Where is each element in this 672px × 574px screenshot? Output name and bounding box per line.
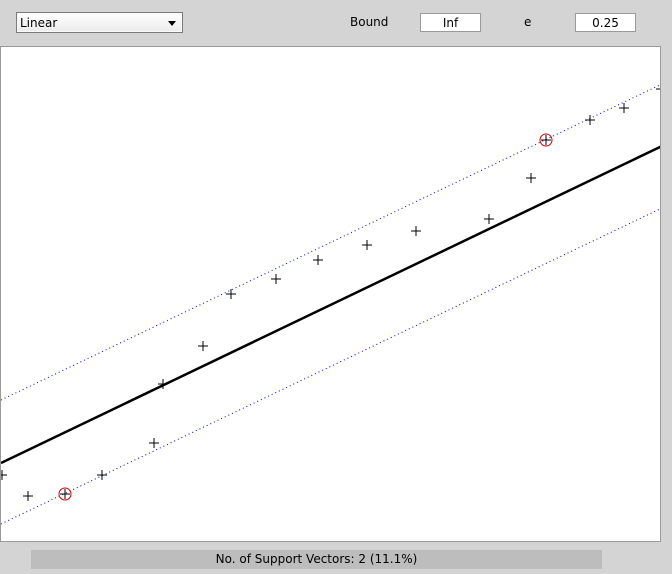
data-point bbox=[1, 470, 7, 480]
support-vector-marker bbox=[58, 487, 72, 501]
plot-canvas[interactable] bbox=[0, 46, 661, 542]
support-vectors-status: No. of Support Vectors: 2 (11.1%) bbox=[31, 550, 602, 569]
kernel-select[interactable]: Linear bbox=[16, 12, 183, 33]
data-point bbox=[97, 470, 107, 480]
data-point bbox=[656, 88, 660, 90]
data-point bbox=[411, 226, 421, 236]
data-point bbox=[484, 214, 494, 224]
data-point bbox=[198, 341, 208, 351]
e-input[interactable] bbox=[575, 13, 636, 32]
upper-margin-line bbox=[1, 84, 660, 401]
data-point bbox=[362, 240, 372, 250]
data-point bbox=[526, 173, 536, 183]
data-point bbox=[60, 489, 70, 499]
kernel-select-value: Linear bbox=[20, 16, 58, 30]
data-point bbox=[313, 255, 323, 265]
data-point bbox=[226, 289, 236, 299]
data-point bbox=[271, 274, 281, 284]
data-points bbox=[1, 88, 660, 501]
e-label: e bbox=[524, 15, 532, 29]
support-vector-markers bbox=[58, 133, 553, 501]
data-point bbox=[23, 491, 33, 501]
regression-line bbox=[1, 145, 660, 465]
data-point bbox=[541, 135, 551, 145]
data-point bbox=[619, 103, 629, 113]
chevron-down-icon bbox=[168, 21, 176, 26]
regression-plot bbox=[1, 84, 660, 525]
data-point bbox=[585, 115, 595, 125]
bound-input[interactable] bbox=[420, 13, 481, 32]
bound-label: Bound bbox=[350, 15, 389, 29]
data-point bbox=[158, 379, 168, 389]
data-point bbox=[149, 438, 159, 448]
lower-margin-line bbox=[1, 208, 660, 525]
support-vector-marker bbox=[539, 133, 553, 147]
